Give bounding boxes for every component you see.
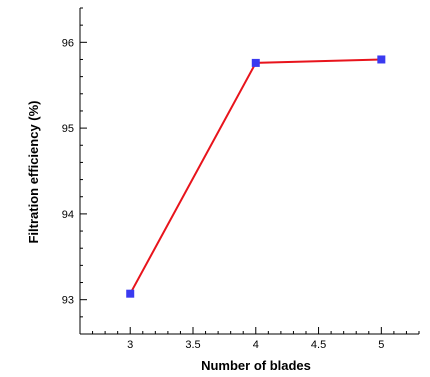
x-tick-label: 3 [127, 339, 133, 351]
tick-labels: 3 3.5 4 4.5 5 93 94 95 96 [62, 37, 385, 351]
series [126, 55, 386, 298]
data-point-marker [251, 58, 260, 67]
ticks [79, 7, 420, 335]
x-axis-title: Number of blades [201, 358, 311, 373]
x-tick-label: 4 [253, 339, 259, 351]
axes [79, 8, 419, 335]
y-tick-label: 96 [62, 37, 74, 49]
x-tick-label: 3.5 [185, 339, 200, 351]
y-tick-label: 93 [62, 295, 74, 307]
data-point-marker [377, 55, 386, 64]
y-tick-label: 94 [62, 209, 74, 221]
y-tick-label: 95 [62, 123, 74, 135]
series-line [129, 58, 382, 295]
data-point-marker [126, 289, 135, 298]
y-axis-title: Filtration efficiency (%) [26, 100, 41, 243]
x-tick-label: 4.5 [311, 339, 326, 351]
x-tick-label: 5 [378, 339, 384, 351]
